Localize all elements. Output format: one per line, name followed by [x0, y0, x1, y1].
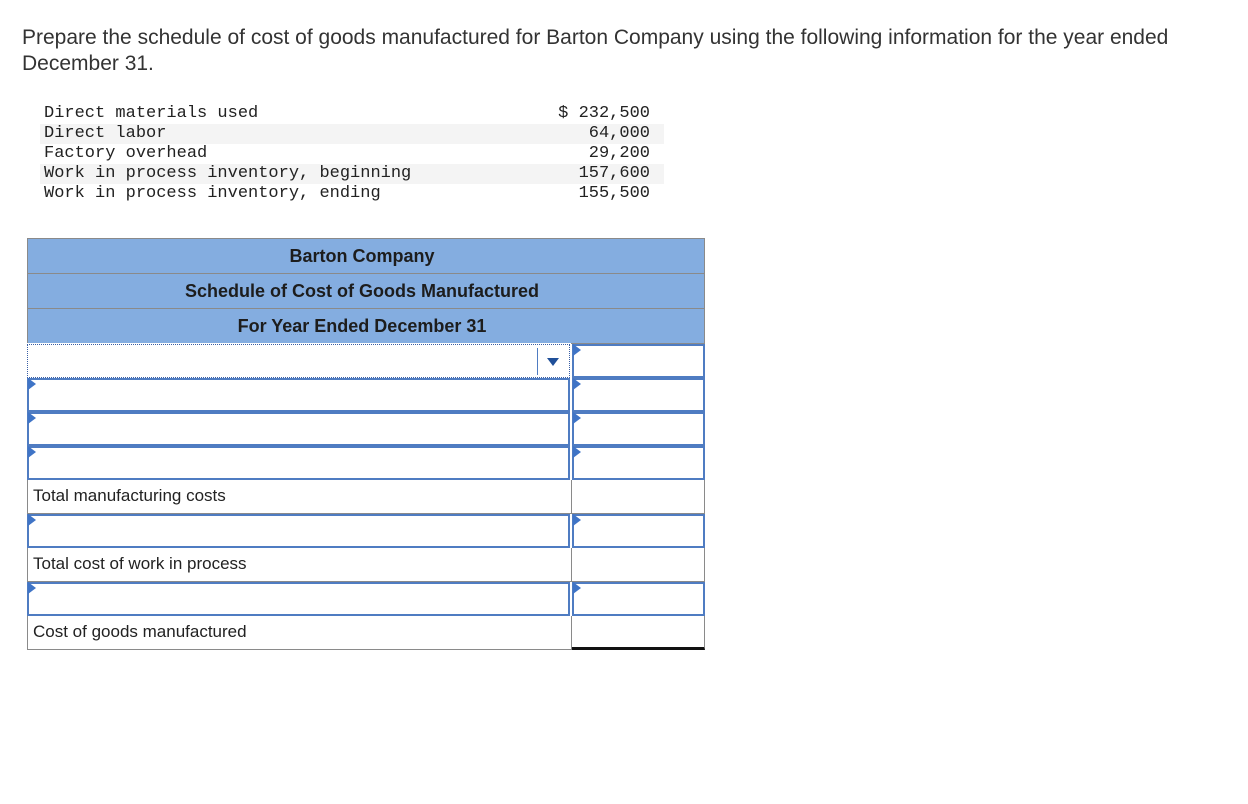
given-row: Direct labor 64,000 [40, 124, 664, 144]
schedule-row-1 [26, 343, 705, 379]
total-manufacturing-costs-row: Total manufacturing costs [27, 480, 705, 514]
dropdown-toggle[interactable] [537, 348, 568, 375]
total-cost-wip-input[interactable] [572, 548, 705, 582]
given-amount: 29,200 [588, 144, 650, 163]
given-row: Work in process inventory, ending 155,50… [40, 184, 664, 204]
company-name: Barton Company [289, 245, 435, 266]
schedule-period-header: For Year Ended December 31 [27, 309, 705, 344]
schedule-row-6 [27, 514, 705, 548]
chevron-down-icon [547, 357, 559, 366]
given-label: Factory overhead [44, 144, 208, 163]
given-amount: $ 232,500 [558, 104, 650, 123]
schedule-row-8 [27, 582, 705, 616]
row-6-amount-input[interactable] [572, 514, 705, 548]
row-8-amount-input[interactable] [572, 582, 705, 616]
row-3-amount-input[interactable] [572, 412, 705, 446]
question-prompt: Prepare the schedule of cost of goods ma… [22, 26, 1169, 75]
row-8-label-select[interactable] [27, 582, 570, 616]
given-label: Direct labor [44, 124, 167, 143]
schedule-row-4 [27, 446, 705, 480]
total-cost-wip-label: Total cost of work in process [27, 548, 572, 582]
row-3-label-select[interactable] [27, 412, 570, 446]
given-amount: 155,500 [578, 184, 650, 203]
cogm-input[interactable] [572, 616, 705, 650]
schedule-title-header: Schedule of Cost of Goods Manufactured [27, 274, 705, 309]
schedule-row-3 [27, 412, 705, 446]
row-1-label-select[interactable] [26, 343, 571, 379]
row-1-amount-input[interactable] [572, 344, 705, 378]
given-label: Direct materials used [44, 104, 259, 123]
total-cost-wip-row: Total cost of work in process [27, 548, 705, 582]
total-manufacturing-costs-input[interactable] [572, 480, 705, 514]
given-row: Direct materials used $ 232,500 [40, 104, 664, 124]
given-row: Work in process inventory, beginning 157… [40, 164, 664, 184]
schedule-title: Schedule of Cost of Goods Manufactured [184, 280, 539, 301]
given-data-table: Direct materials used $ 232,500 Direct l… [40, 104, 664, 204]
given-amount: 64,000 [588, 124, 650, 143]
row-2-label-select[interactable] [27, 378, 570, 412]
cogm-schedule: Barton Company Schedule of Cost of Goods… [26, 238, 705, 650]
cogm-row: Cost of goods manufactured [27, 616, 705, 650]
given-label: Work in process inventory, ending [44, 184, 381, 203]
given-label: Work in process inventory, beginning [44, 164, 412, 183]
cogm-label: Cost of goods manufactured [27, 616, 572, 650]
given-row: Factory overhead 29,200 [40, 144, 664, 164]
row-4-amount-input[interactable] [572, 446, 705, 480]
row-4-label-select[interactable] [27, 446, 570, 480]
schedule-row-2 [27, 378, 705, 412]
schedule-period: For Year Ended December 31 [237, 315, 487, 336]
schedule-company-header: Barton Company [27, 238, 705, 274]
row-6-label-select[interactable] [27, 514, 570, 548]
given-amount: 157,600 [578, 164, 650, 183]
total-manufacturing-costs-label: Total manufacturing costs [27, 480, 572, 514]
row-2-amount-input[interactable] [572, 378, 705, 412]
